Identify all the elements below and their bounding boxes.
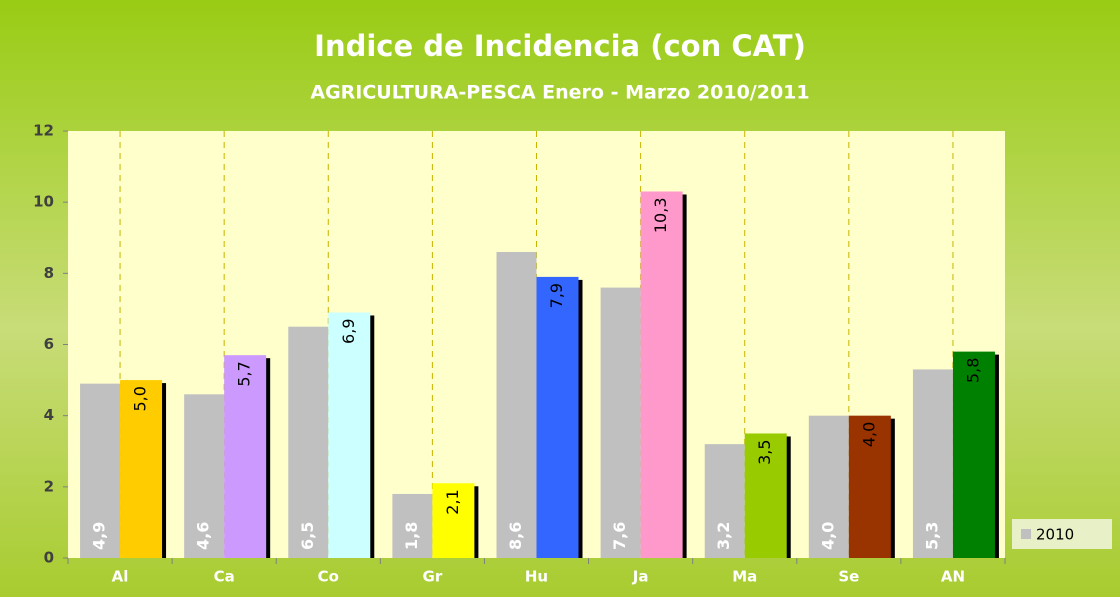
value-label: 8,6 — [506, 522, 525, 550]
bar — [184, 394, 225, 558]
chart-subtitle: AGRICULTURA-PESCA Enero - Marzo 2010/201… — [310, 82, 809, 104]
x-tick-label: Ja — [632, 568, 649, 586]
bar — [328, 312, 371, 558]
x-tick-label: Co — [318, 568, 339, 586]
bar — [80, 383, 121, 558]
bar — [288, 326, 329, 558]
bar — [392, 493, 433, 558]
y-tick-label: 2 — [44, 477, 54, 495]
x-tick-label: Ca — [214, 568, 235, 586]
value-label: 5,7 — [235, 361, 254, 386]
bar — [640, 191, 683, 558]
x-tick-label: Ma — [732, 568, 757, 586]
y-tick-label: 12 — [33, 122, 54, 140]
value-label: 6,5 — [298, 522, 317, 550]
y-tick-label: 8 — [44, 264, 54, 282]
y-tick-label: 10 — [33, 193, 54, 211]
x-tick-label: Se — [838, 568, 859, 586]
value-label: 1,8 — [402, 522, 421, 550]
y-tick-label: 6 — [44, 335, 54, 353]
value-label: 7,9 — [547, 283, 566, 308]
bar — [744, 433, 787, 558]
legend-swatch — [1021, 529, 1031, 539]
bar — [120, 380, 163, 558]
x-tick-label: Al — [112, 568, 129, 586]
value-label: 6,9 — [339, 318, 358, 343]
value-label: 5,8 — [963, 358, 982, 383]
value-label: 3,5 — [755, 439, 774, 464]
value-label: 7,6 — [610, 522, 629, 550]
bar — [912, 369, 953, 558]
bar — [952, 351, 995, 558]
x-tick-label: AN — [941, 568, 965, 586]
x-tick-label: Hu — [525, 568, 548, 586]
value-label: 4,0 — [818, 522, 837, 550]
bar — [808, 415, 849, 558]
value-label: 5,3 — [922, 522, 941, 550]
bar — [224, 355, 267, 558]
x-tick-label: Gr — [423, 568, 443, 586]
bar — [432, 483, 475, 558]
bar — [600, 287, 641, 558]
bar — [704, 444, 745, 558]
bar — [496, 251, 537, 558]
bar — [848, 415, 891, 558]
bar — [536, 276, 579, 558]
legend-label: 2010 — [1036, 526, 1074, 544]
y-tick-label: 0 — [44, 549, 54, 567]
chart-title: Indice de Incidencia (con CAT) — [314, 29, 806, 63]
value-label: 10,3 — [651, 197, 670, 233]
value-label: 3,2 — [714, 522, 733, 550]
value-label: 4,9 — [90, 522, 109, 550]
value-label: 2,1 — [443, 489, 462, 514]
y-tick-label: 4 — [44, 406, 54, 424]
value-label: 4,6 — [194, 522, 213, 550]
value-label: 5,0 — [131, 386, 150, 411]
value-label: 4,0 — [859, 422, 878, 447]
